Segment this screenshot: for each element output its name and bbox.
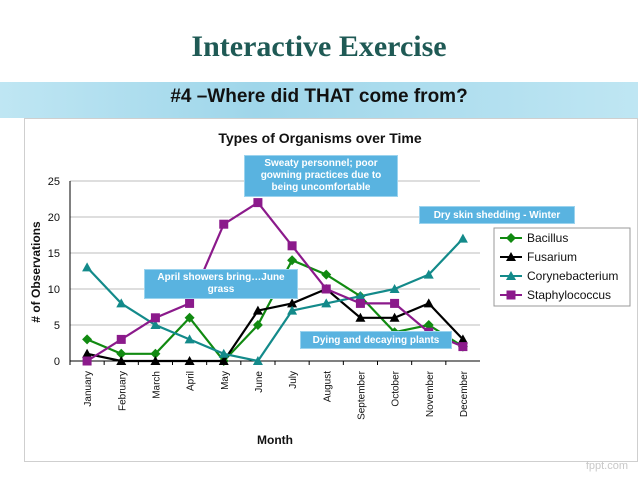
- data-point-fusarium: [287, 298, 298, 308]
- data-point-corynebacterium: [218, 348, 229, 358]
- data-point-staphylococcus: [219, 219, 229, 229]
- x-tick-label: February: [117, 371, 128, 411]
- data-point-bacillus: [184, 312, 195, 323]
- data-point-bacillus: [116, 348, 127, 359]
- slide-subtitle: #4 –Where did THAT come from?: [170, 86, 468, 107]
- x-tick-label: March: [151, 371, 162, 399]
- data-point-fusarium: [82, 348, 93, 358]
- y-tick-label: 25: [48, 176, 60, 188]
- callout-sweaty-personnel: Sweaty personnel; poor gowning practices…: [244, 155, 398, 197]
- data-point-bacillus: [287, 255, 298, 266]
- data-point-corynebacterium: [82, 262, 93, 272]
- data-point-staphylococcus: [253, 198, 263, 208]
- x-tick-label: September: [356, 370, 367, 420]
- data-point-bacillus: [321, 269, 332, 280]
- legend-marker-fusarium: [506, 252, 516, 261]
- y-tick-label: 10: [48, 284, 60, 296]
- series-line-fusarium: [86, 287, 464, 363]
- data-point-fusarium: [116, 356, 127, 365]
- data-point-corynebacterium: [150, 320, 161, 329]
- data-point-corynebacterium: [423, 269, 434, 279]
- callout-april-showers: April showers bring…June grass: [144, 269, 298, 299]
- legend-box: [493, 227, 631, 307]
- x-tick-label: July: [288, 371, 299, 389]
- data-point-corynebacterium: [457, 233, 468, 243]
- data-point-bacillus: [423, 320, 434, 330]
- data-point-fusarium: [150, 356, 161, 365]
- data-point-staphylococcus: [321, 284, 331, 294]
- data-point-fusarium: [355, 312, 366, 322]
- data-point-staphylococcus: [355, 298, 365, 308]
- x-tick-label: December: [459, 370, 470, 417]
- legend-label-bacillus: Bacillus: [527, 231, 568, 245]
- data-point-fusarium: [389, 312, 400, 322]
- fppt-logo: fppt.com: [585, 460, 628, 472]
- x-tick-label: August: [322, 371, 333, 402]
- callout-dying-plants: Dying and decaying plants: [300, 331, 452, 349]
- x-tick-label: January: [83, 371, 94, 407]
- y-tick-label: 15: [48, 248, 60, 260]
- y-axis-label: # of Observations: [29, 221, 43, 323]
- legend-label-fusarium: Fusarium: [527, 250, 577, 264]
- y-tick-label: 5: [54, 320, 60, 332]
- data-point-staphylococcus: [150, 313, 160, 323]
- subtitle-band: [0, 82, 638, 118]
- data-point-corynebacterium: [287, 305, 298, 315]
- data-point-corynebacterium: [116, 298, 127, 308]
- data-point-bacillus: [82, 334, 93, 345]
- data-point-bacillus: [150, 348, 161, 359]
- data-point-staphylococcus: [390, 298, 400, 308]
- legend-label-staphylococcus: Staphylococcus: [527, 288, 611, 302]
- legend-marker-staphylococcus: [506, 290, 516, 300]
- x-axis-label: Month: [257, 433, 293, 447]
- legend-label-corynebacterium: Corynebacterium: [527, 269, 618, 283]
- x-tick-label: May: [220, 371, 231, 390]
- data-point-staphylococcus: [287, 241, 297, 251]
- data-point-fusarium: [457, 334, 468, 344]
- y-tick-label: 0: [54, 356, 60, 368]
- data-point-corynebacterium: [355, 291, 366, 301]
- data-point-fusarium: [252, 305, 263, 315]
- data-point-staphylococcus: [82, 356, 92, 366]
- data-point-corynebacterium: [389, 284, 400, 293]
- series-line-staphylococcus: [86, 201, 464, 362]
- data-point-corynebacterium: [321, 298, 332, 308]
- slide-title: Interactive Exercise: [191, 30, 447, 63]
- data-point-fusarium: [218, 356, 229, 365]
- data-point-staphylococcus: [185, 298, 195, 308]
- data-point-corynebacterium: [252, 356, 263, 365]
- y-tick-label: 20: [48, 212, 60, 224]
- x-tick-label: November: [425, 370, 436, 417]
- data-point-fusarium: [423, 298, 434, 308]
- x-tick-label: April: [186, 371, 197, 391]
- x-tick-label: October: [391, 370, 402, 406]
- data-point-staphylococcus: [116, 334, 126, 344]
- data-point-corynebacterium: [184, 334, 195, 344]
- x-tick-label: June: [254, 371, 265, 393]
- legend-marker-corynebacterium: [506, 271, 516, 280]
- callout-dry-skin: Dry skin shedding - Winter: [419, 206, 575, 224]
- chart-title: Types of Organisms over Time: [218, 130, 422, 146]
- data-point-staphylococcus: [458, 342, 468, 352]
- legend-marker-bacillus: [506, 233, 516, 243]
- data-point-bacillus: [252, 320, 263, 330]
- data-point-fusarium: [184, 356, 195, 365]
